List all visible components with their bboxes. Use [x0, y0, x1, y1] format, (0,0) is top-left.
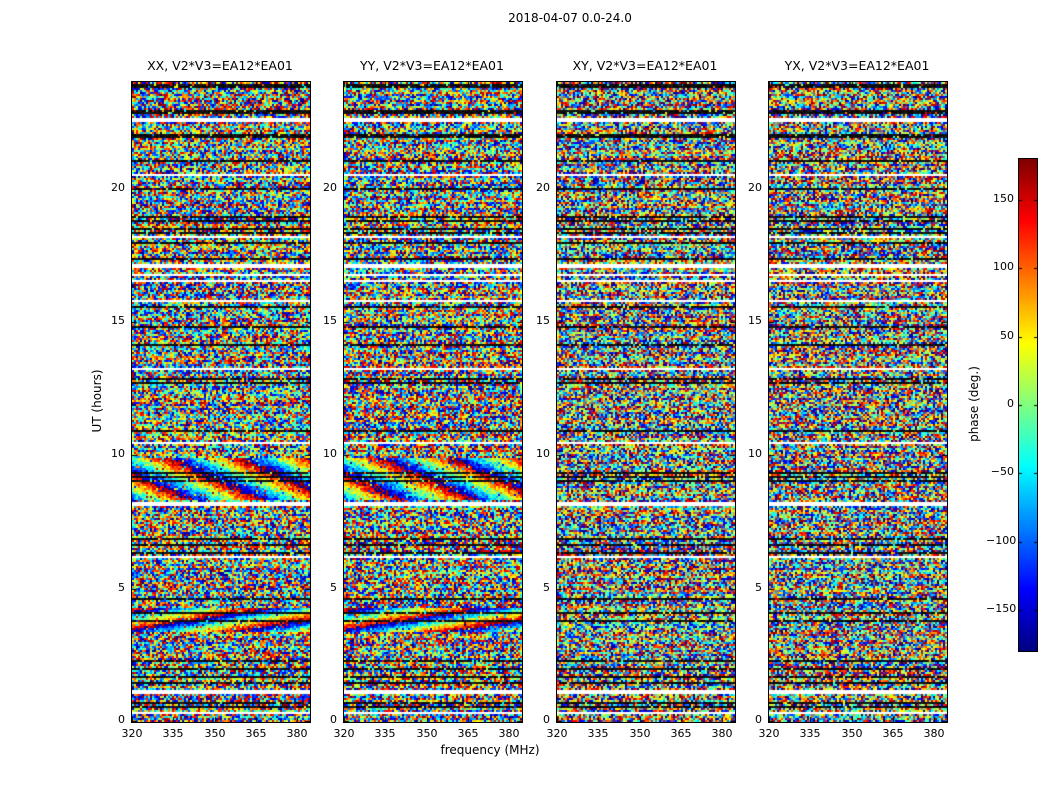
y-tick-label: 10	[111, 447, 125, 460]
panel-title: YY, V2*V3=EA12*EA01	[360, 58, 504, 73]
heatmap-canvas	[343, 81, 523, 723]
colorbar-tick-label: −150	[986, 602, 1017, 615]
x-tick-label: 380	[498, 727, 520, 740]
x-tick-label: 365	[457, 727, 479, 740]
colorbar-tick-label: 0	[1007, 397, 1014, 410]
y-tick-label: 10	[536, 447, 550, 460]
x-tick-label: 320	[333, 727, 355, 740]
x-tick-label: 320	[758, 727, 780, 740]
x-tick-label: 380	[923, 727, 945, 740]
y-tick-label: 20	[748, 181, 762, 194]
colorbar-tick-label: 150	[993, 192, 1014, 205]
x-tick-label: 350	[204, 727, 226, 740]
y-axis-label: UT (hours)	[90, 369, 104, 433]
y-tick-label: 20	[111, 181, 125, 194]
panel-title: YX, V2*V3=EA12*EA01	[784, 58, 930, 73]
y-tick-label: 10	[748, 447, 762, 460]
colorbar-tick-label: −100	[986, 534, 1017, 547]
heatmap-canvas	[556, 81, 736, 723]
y-tick-label: 5	[118, 581, 125, 594]
colorbar-label: phase (deg.)	[967, 366, 981, 442]
figure-title: 2018-04-07 0.0-24.0	[508, 11, 632, 25]
y-tick-label: 15	[111, 314, 125, 327]
heatmap-panel-yy: YY, V2*V3=EA12*EA01 320 335 350 365 380 0 5 10 1…	[323, 58, 523, 740]
y-tick-label: 0	[330, 713, 337, 726]
y-tick-label: 0	[755, 713, 762, 726]
x-tick-label: 320	[546, 727, 568, 740]
y-tick-label: 15	[536, 314, 550, 327]
heatmap-panel-xx: XX, V2*V3=EA12*EA01 320 335 350 365 380 0 5 10 1…	[111, 58, 311, 740]
colorbar-tick-label: −50	[990, 465, 1014, 478]
x-axis-label: frequency (MHz)	[440, 743, 540, 757]
x-tick-label: 335	[162, 727, 184, 740]
x-tick-label: 380	[711, 727, 733, 740]
y-tick-label: 0	[543, 713, 550, 726]
colorbar-tick-label: 100	[993, 260, 1014, 273]
x-tick-label: 335	[799, 727, 821, 740]
x-tick-label: 365	[882, 727, 904, 740]
colorbar-tick-label: 50	[1000, 329, 1014, 342]
y-tick-label: 15	[748, 314, 762, 327]
y-tick-label: 20	[323, 181, 337, 194]
y-tick-label: 15	[323, 314, 337, 327]
x-tick-label: 365	[245, 727, 267, 740]
y-tick-label: 20	[536, 181, 550, 194]
x-tick-label: 350	[416, 727, 438, 740]
x-tick-label: 320	[121, 727, 143, 740]
x-tick-label: 335	[374, 727, 396, 740]
x-tick-label: 350	[629, 727, 651, 740]
colorbar-canvas	[1018, 158, 1038, 652]
y-tick-label: 10	[323, 447, 337, 460]
y-tick-label: 5	[755, 581, 762, 594]
panel-title: XY, V2*V3=EA12*EA01	[572, 58, 718, 73]
y-tick-label: 5	[543, 581, 550, 594]
y-tick-label: 0	[118, 713, 125, 726]
colorbar: phase (deg.) 150 100 50 0 −50 −100 −150	[967, 158, 1038, 652]
panel-title: XX, V2*V3=EA12*EA01	[147, 58, 293, 73]
heatmap-panel-xy: XY, V2*V3=EA12*EA01 320 335 350 365 380 0 5 10 1…	[536, 58, 736, 740]
x-tick-label: 350	[841, 727, 863, 740]
heatmap-panel-yx: YX, V2*V3=EA12*EA01 320 335 350 365 380 0 5 10 1…	[748, 58, 948, 740]
heatmap-canvas	[131, 81, 311, 723]
heatmap-canvas	[768, 81, 948, 723]
y-tick-label: 5	[330, 581, 337, 594]
x-tick-label: 335	[587, 727, 609, 740]
x-tick-label: 380	[286, 727, 308, 740]
x-tick-label: 365	[670, 727, 692, 740]
